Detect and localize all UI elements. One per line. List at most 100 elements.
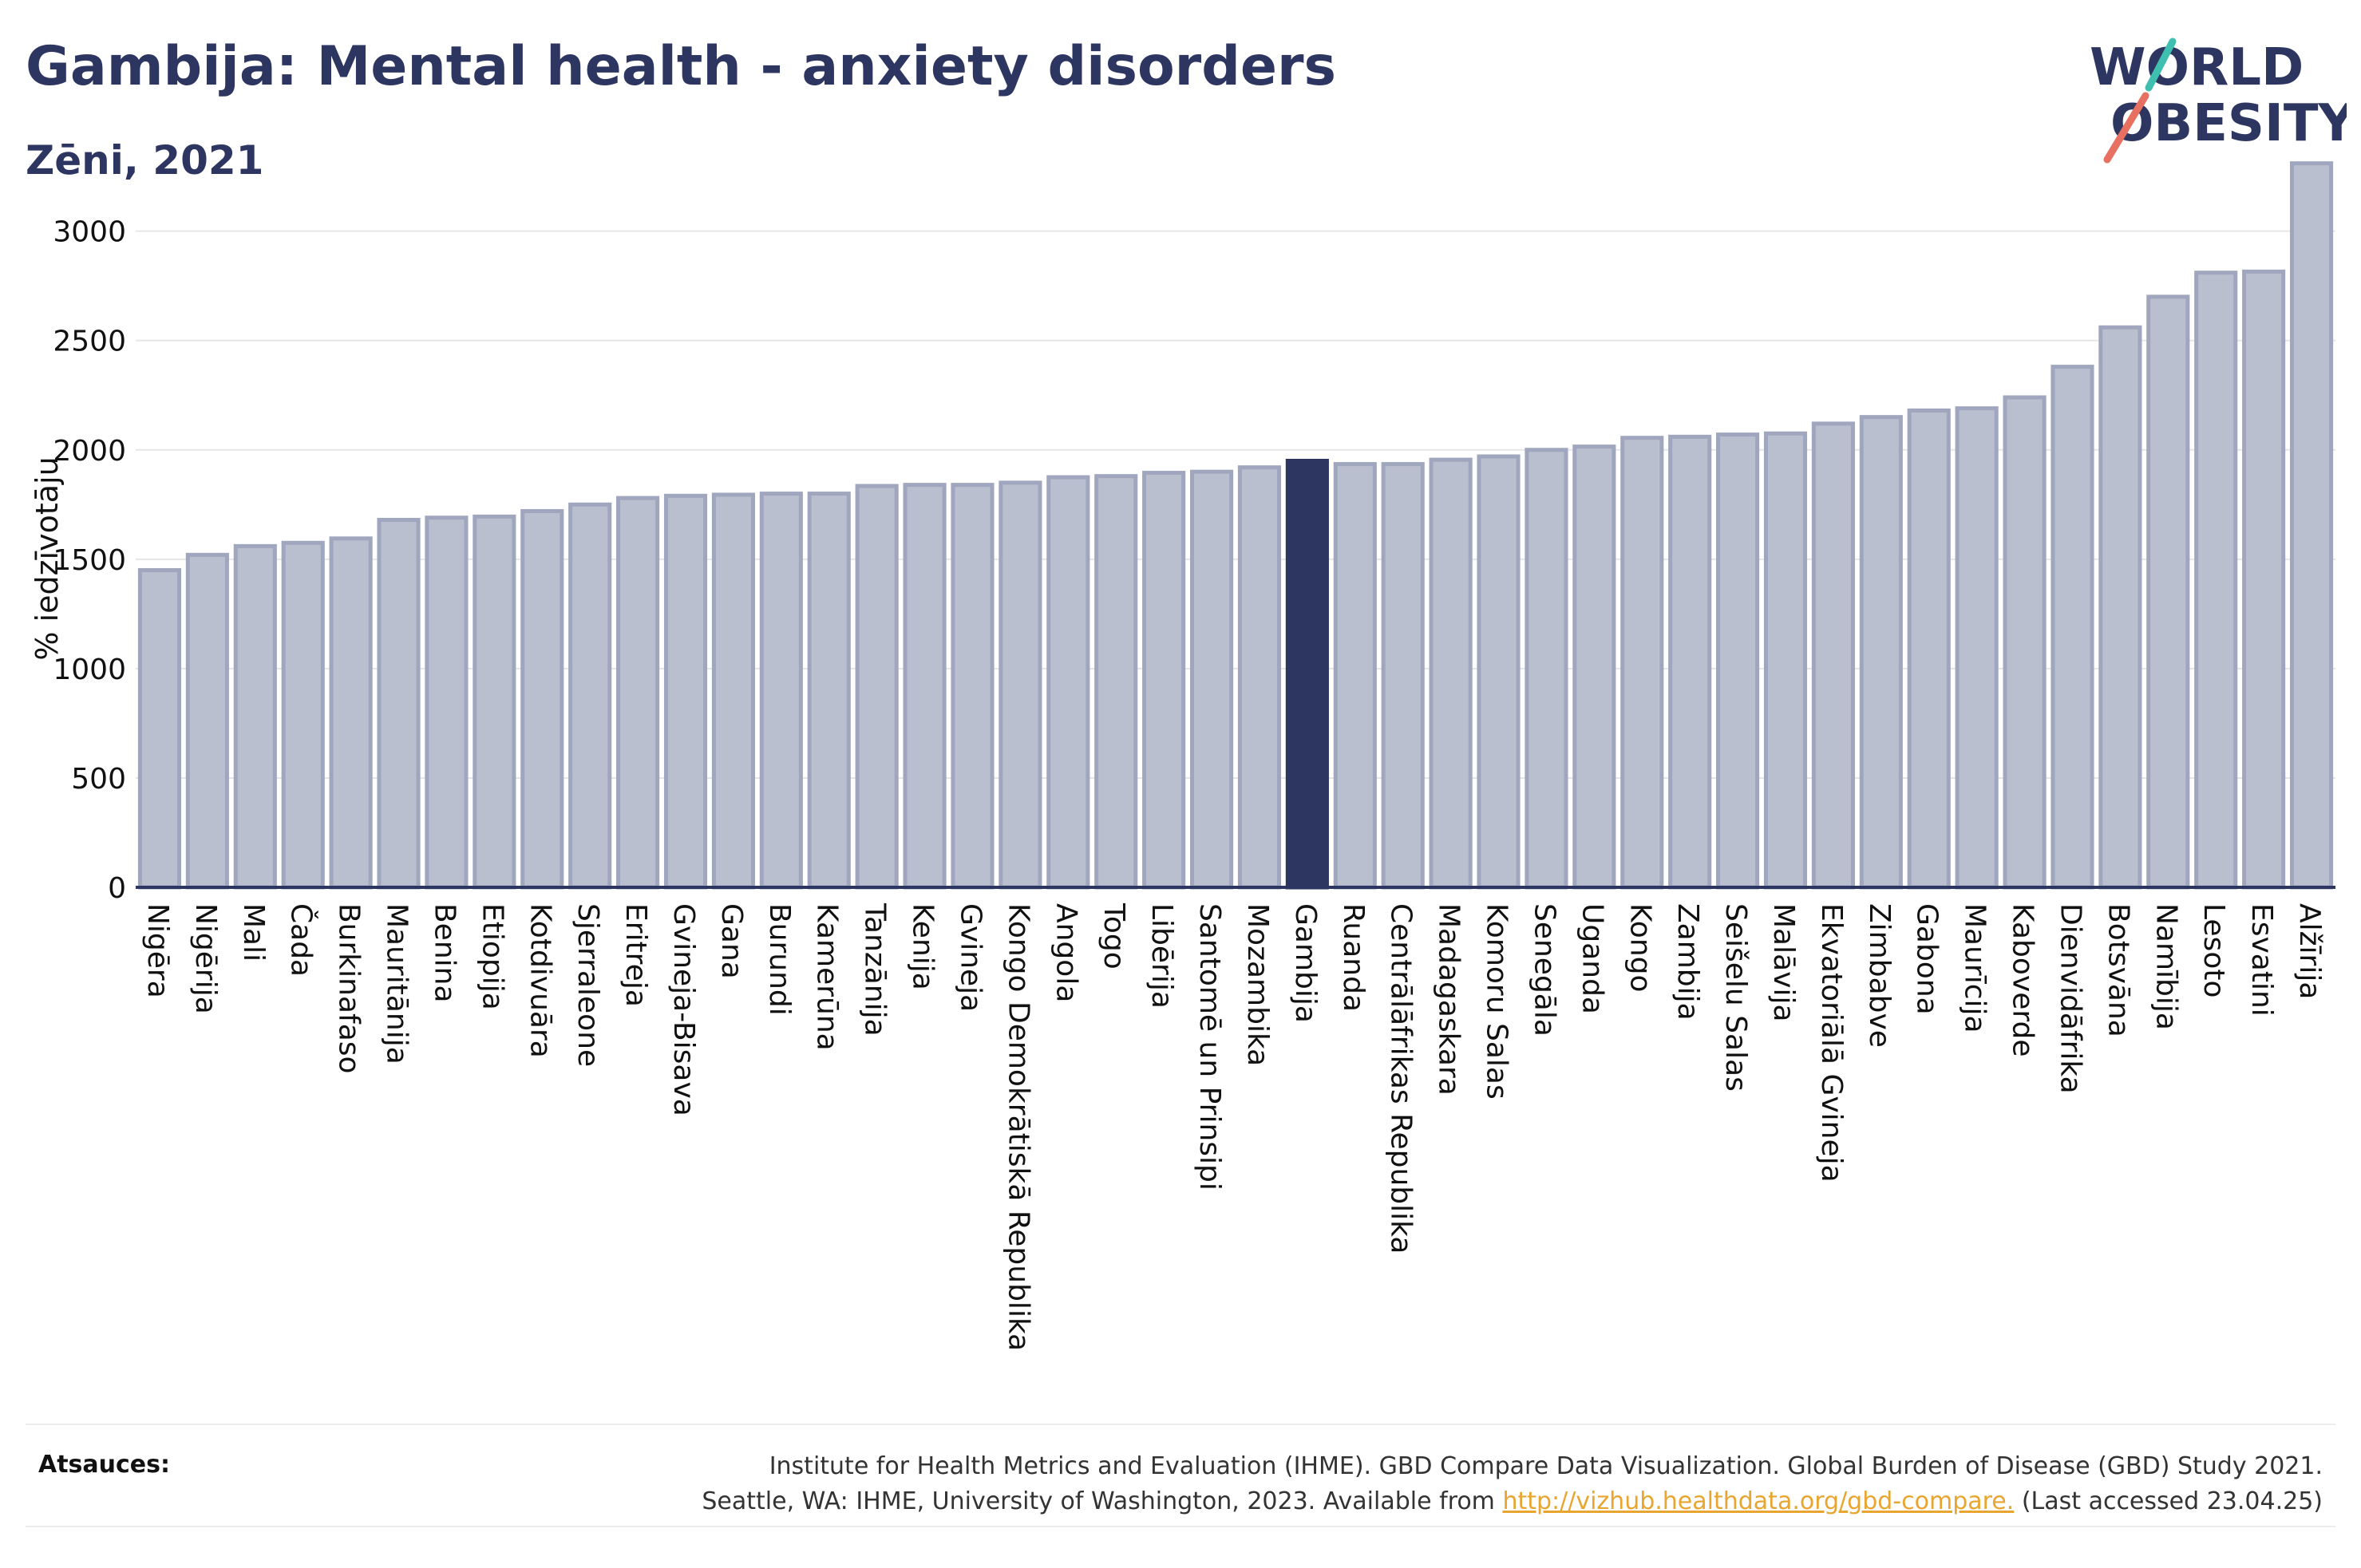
x-tick-label: Mozambika <box>1241 903 1274 1066</box>
bar-kaboverde <box>2003 395 2047 890</box>
bar-burundi <box>759 492 803 890</box>
bar-centrālāfrikas-republika <box>1381 462 1425 890</box>
x-tick-label: Kongo <box>1623 903 1656 993</box>
x-tick-label: Čada <box>285 903 318 977</box>
x-tick-label: Eritreja <box>619 903 652 1007</box>
x-tick-label: Zimbabve <box>1863 903 1896 1048</box>
bar-gambija <box>1285 458 1329 890</box>
y-tick-label: 1000 <box>53 654 126 686</box>
y-tick-label: 500 <box>71 763 126 796</box>
x-tick-label: Nigērija <box>189 903 222 1014</box>
bar-lesoto <box>2194 271 2238 890</box>
x-tick-label: Kongo Demokrātiskā Republika <box>1002 903 1034 1351</box>
bar-mozambika <box>1237 465 1282 890</box>
bar-gabona <box>1907 408 1951 890</box>
bar-esvatini <box>2242 269 2286 890</box>
x-tick-label: Gabona <box>1911 903 1944 1015</box>
x-tick-label: Burundi <box>763 903 796 1016</box>
bar-sjerraleone <box>568 502 612 890</box>
x-tick-label: Ruanda <box>1337 903 1370 1012</box>
x-tick-label: Botsvāna <box>2102 903 2134 1037</box>
bar-gvineja-bisava <box>663 493 708 890</box>
x-tick-label: Sjerraleone <box>571 903 604 1067</box>
x-tick-label: Malāvija <box>1767 903 1800 1022</box>
x-tick-label: Namībija <box>2149 903 2182 1030</box>
x-tick-label: Madagaskara <box>1433 903 1465 1096</box>
bar-tanzānija <box>855 484 899 890</box>
x-tick-label: Gana <box>715 903 748 979</box>
bar-botsvāna <box>2098 325 2142 890</box>
bar-ekvatoriālā-gvineja <box>1811 421 1855 890</box>
x-tick-label: Santomē un Prinsipi <box>1193 903 1226 1191</box>
y-tick-label: 2500 <box>53 326 126 358</box>
bar-zambija <box>1668 434 1712 890</box>
bar-namībija <box>2146 294 2190 890</box>
sources-line2-prefix: Seattle, WA: IHME, University of Washing… <box>702 1487 1503 1515</box>
bar-kotdivuāra <box>520 509 564 890</box>
axes: 0 500 1000 1500 2000 2500 3000 <box>53 216 2335 905</box>
x-tick-label: Kenija <box>907 903 939 990</box>
bar-kamerūna <box>807 492 851 890</box>
x-tick-label: Tanzānija <box>859 902 892 1037</box>
x-tick-label: Seišelu Salas <box>1719 903 1752 1092</box>
bar-eritreja <box>616 496 660 890</box>
x-tick-label: Kamerūna <box>811 903 844 1051</box>
x-tick-label: Centrālāfrikas Republika <box>1385 903 1418 1254</box>
sources-line2: Seattle, WA: IHME, University of Washing… <box>702 1484 2323 1519</box>
bar-maurīcija <box>1955 406 1999 890</box>
bar-libērija <box>1142 471 1186 890</box>
bar-nigērija <box>185 552 229 890</box>
x-tick-label: Mauritānija <box>381 903 413 1064</box>
x-tick-label: Burkinafaso <box>333 903 366 1074</box>
sources-text: Institute for Health Metrics and Evaluat… <box>702 1449 2323 1519</box>
x-tick-label: Dienvidāfrika <box>2054 903 2086 1094</box>
x-tick-label: Ekvatoriālā Gvineja <box>1815 903 1848 1183</box>
sources-line1: Institute for Health Metrics and Evaluat… <box>769 1452 2323 1480</box>
x-tick-label: Libērija <box>1145 903 1178 1009</box>
bar-burkinafaso <box>329 536 373 890</box>
bar-etiopija <box>473 514 516 890</box>
bar-dienvidāfrika <box>2051 365 2094 890</box>
x-tick-label: Etiopija <box>476 903 508 1010</box>
bar-kongo <box>1620 436 1664 890</box>
y-tick-label: 2000 <box>53 435 126 468</box>
logo-line1: WORLD <box>2090 38 2304 97</box>
sources-link[interactable]: http://vizhub.healthdata.org/gbd-compare… <box>1502 1487 2015 1515</box>
bars <box>137 161 2334 890</box>
y-tick-label: 3000 <box>53 216 126 249</box>
bar-malāvija <box>1763 431 1808 890</box>
bar-gana <box>711 492 755 890</box>
bar-chart: 0 500 1000 1500 2000 2500 3000 Nigēra Nigērija M… <box>30 161 2335 1351</box>
bar-čada <box>281 540 325 890</box>
bar-mauritānija <box>377 517 421 890</box>
y-tick-label: 1500 <box>53 544 126 577</box>
sources-line2-suffix: (Last accessed 23.04.25) <box>2014 1487 2323 1515</box>
page-title: Gambija: Mental health - anxiety disorde… <box>26 35 1336 98</box>
x-tick-label: Esvatini <box>2245 903 2278 1017</box>
bar-komoru-salas <box>1477 454 1521 890</box>
bar-santomē-un-prinsipi <box>1189 469 1234 890</box>
sources-label: Atsauces: <box>38 1451 170 1479</box>
bar-mali <box>233 543 277 890</box>
x-tick-label: Maurīcija <box>1959 903 1991 1033</box>
bar-senegāla <box>1525 448 1568 890</box>
bar-zimbabve <box>1859 415 1903 890</box>
x-tick-label: Togo <box>1097 902 1130 970</box>
x-tick-label: Alžīrija <box>2293 903 2326 999</box>
x-tick-labels: Nigēra Nigērija Mali Čada Burkinafaso Mauritā… <box>141 902 2326 1351</box>
bar-ruanda <box>1333 462 1377 890</box>
bar-gvineja <box>951 483 995 890</box>
bar-nigēra <box>137 568 182 890</box>
x-tick-label: Benina <box>428 903 461 1003</box>
x-tick-label: Mali <box>237 903 270 962</box>
sources-box: Atsauces: Institute for Health Metrics a… <box>26 1424 2335 1527</box>
bar-kongo-demokrātiskā-republika <box>999 480 1042 890</box>
x-tick-label: Kaboverde <box>2007 903 2039 1057</box>
bar-angola <box>1046 475 1090 890</box>
x-tick-label: Senegāla <box>1528 903 1560 1037</box>
logo-line2: OBESITY <box>2110 94 2347 153</box>
x-tick-label: Angola <box>1050 903 1082 1002</box>
page-subtitle: Zēni, 2021 <box>26 137 264 184</box>
logo-slash-coral <box>2103 92 2149 164</box>
x-tick-label: Uganda <box>1576 903 1608 1014</box>
